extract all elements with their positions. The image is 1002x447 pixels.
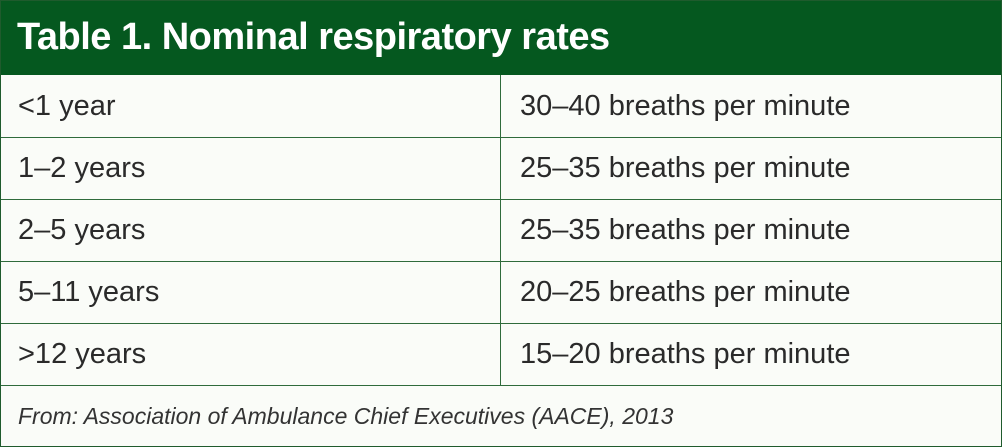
age-cell: 2–5 years (1, 200, 501, 261)
table-title-bar: Table 1. Nominal respiratory rates (1, 1, 1001, 75)
table-row: <1 year 30–40 breaths per minute (1, 75, 1001, 138)
rate-cell: 25–35 breaths per minute (520, 152, 851, 184)
table-body: <1 year 30–40 breaths per minute 1–2 yea… (1, 75, 1001, 386)
table-row: >12 years 15–20 breaths per minute (1, 324, 1001, 386)
rate-cell: 25–35 breaths per minute (520, 214, 851, 246)
age-cell: <1 year (1, 75, 501, 137)
source-note: From: Association of Ambulance Chief Exe… (18, 403, 674, 429)
table-title: Table 1. Nominal respiratory rates (17, 16, 610, 58)
table-row: 1–2 years 25–35 breaths per minute (1, 138, 1001, 200)
rate-cell: 15–20 breaths per minute (520, 338, 851, 370)
age-cell: 1–2 years (1, 138, 501, 199)
rate-cell: 20–25 breaths per minute (520, 276, 851, 308)
age-cell: >12 years (1, 324, 501, 385)
age-cell: 5–11 years (1, 262, 501, 323)
table-row: 5–11 years 20–25 breaths per minute (1, 262, 1001, 324)
rate-cell: 30–40 breaths per minute (520, 89, 851, 122)
table-row: 2–5 years 25–35 breaths per minute (1, 200, 1001, 262)
